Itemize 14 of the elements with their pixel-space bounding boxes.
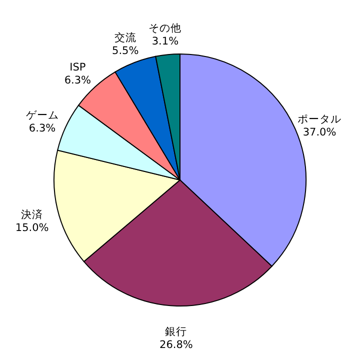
data-label: 26.8% bbox=[160, 338, 193, 351]
slice-label: 決済 bbox=[21, 208, 44, 222]
slice-label: ゲーム bbox=[26, 110, 59, 122]
data-label: 3.1% bbox=[152, 36, 179, 48]
slice-label: ISP bbox=[70, 62, 86, 74]
slice-label: 銀行 bbox=[165, 326, 188, 338]
slice-label: その他 bbox=[148, 22, 182, 35]
data-label: 6.3% bbox=[28, 122, 56, 135]
data-label: 37.0% bbox=[302, 126, 336, 139]
data-label: 6.3% bbox=[64, 74, 92, 87]
slice-label: ポータル bbox=[298, 114, 342, 126]
data-label: 5.5% bbox=[112, 45, 139, 58]
slice-label: 交流 bbox=[114, 31, 136, 44]
data-label: 15.0% bbox=[15, 222, 49, 234]
